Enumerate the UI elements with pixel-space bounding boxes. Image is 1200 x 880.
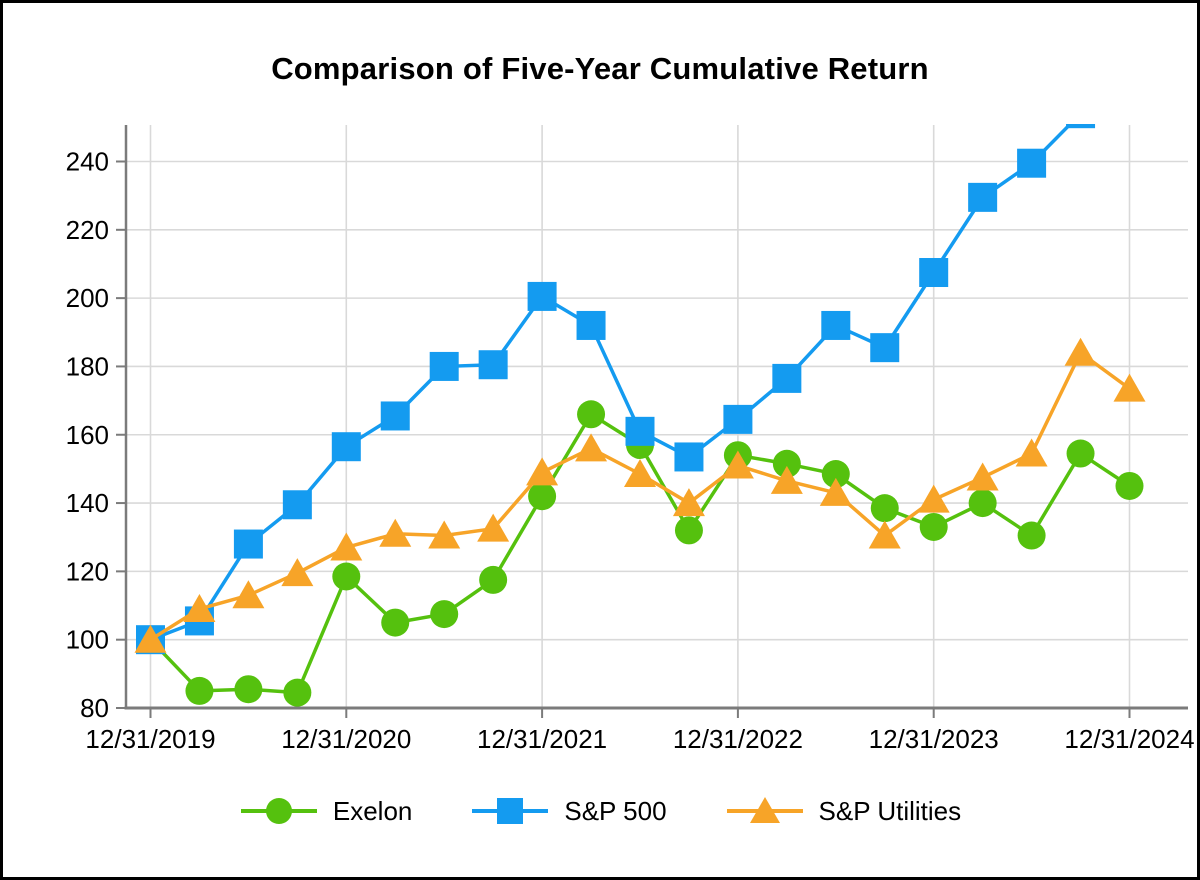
svg-text:180: 180 xyxy=(66,351,109,381)
legend-label-s-p-500: S&P 500 xyxy=(564,795,667,826)
chart-title: Comparison of Five-Year Cumulative Retur… xyxy=(271,51,929,86)
legend-label-s-p-utilities: S&P Utilities xyxy=(818,795,962,826)
series-s-p-utilities xyxy=(134,337,1146,653)
series-exelon xyxy=(136,400,1144,707)
legend-item-s-p-500: S&P 500 xyxy=(470,791,667,831)
svg-text:12/31/2021: 12/31/2021 xyxy=(477,724,607,754)
svg-text:12/31/2020: 12/31/2020 xyxy=(281,724,411,754)
svg-text:12/31/2024: 12/31/2024 xyxy=(1064,724,1194,754)
svg-text:12/31/2022: 12/31/2022 xyxy=(673,724,803,754)
svg-text:160: 160 xyxy=(66,420,109,450)
chart-legend: Exelon S&P 500 S&P Utilities xyxy=(3,783,1197,839)
svg-text:12/31/2023: 12/31/2023 xyxy=(869,724,999,754)
svg-text:140: 140 xyxy=(66,488,109,518)
svg-text:240: 240 xyxy=(66,147,109,177)
svg-text:12/31/2019: 12/31/2019 xyxy=(85,724,215,754)
svg-text:200: 200 xyxy=(66,283,109,313)
svg-text:100: 100 xyxy=(66,625,109,655)
series-s-p-500 xyxy=(136,124,1096,655)
legend-marker-s-p-utilities-icon xyxy=(726,797,803,823)
svg-text:80: 80 xyxy=(80,693,109,723)
legend-marker-exelon-icon xyxy=(240,798,317,824)
y-axis-tick-labels: 80 100 120 140 160 180 200 220 240 xyxy=(66,147,109,724)
svg-text:120: 120 xyxy=(66,556,109,586)
legend-item-exelon: Exelon xyxy=(239,791,413,831)
legend-label-exelon: Exelon xyxy=(332,795,413,826)
axes xyxy=(116,125,1188,718)
legend-item-s-p-utilities: S&P Utilities xyxy=(725,791,962,831)
x-axis-tick-labels: 12/31/2019 12/31/2020 12/31/2021 12/31/2022… xyxy=(85,724,1194,754)
svg-text:220: 220 xyxy=(66,215,109,245)
legend-marker-s-p-500-icon xyxy=(472,798,549,824)
gridlines xyxy=(126,125,1188,708)
